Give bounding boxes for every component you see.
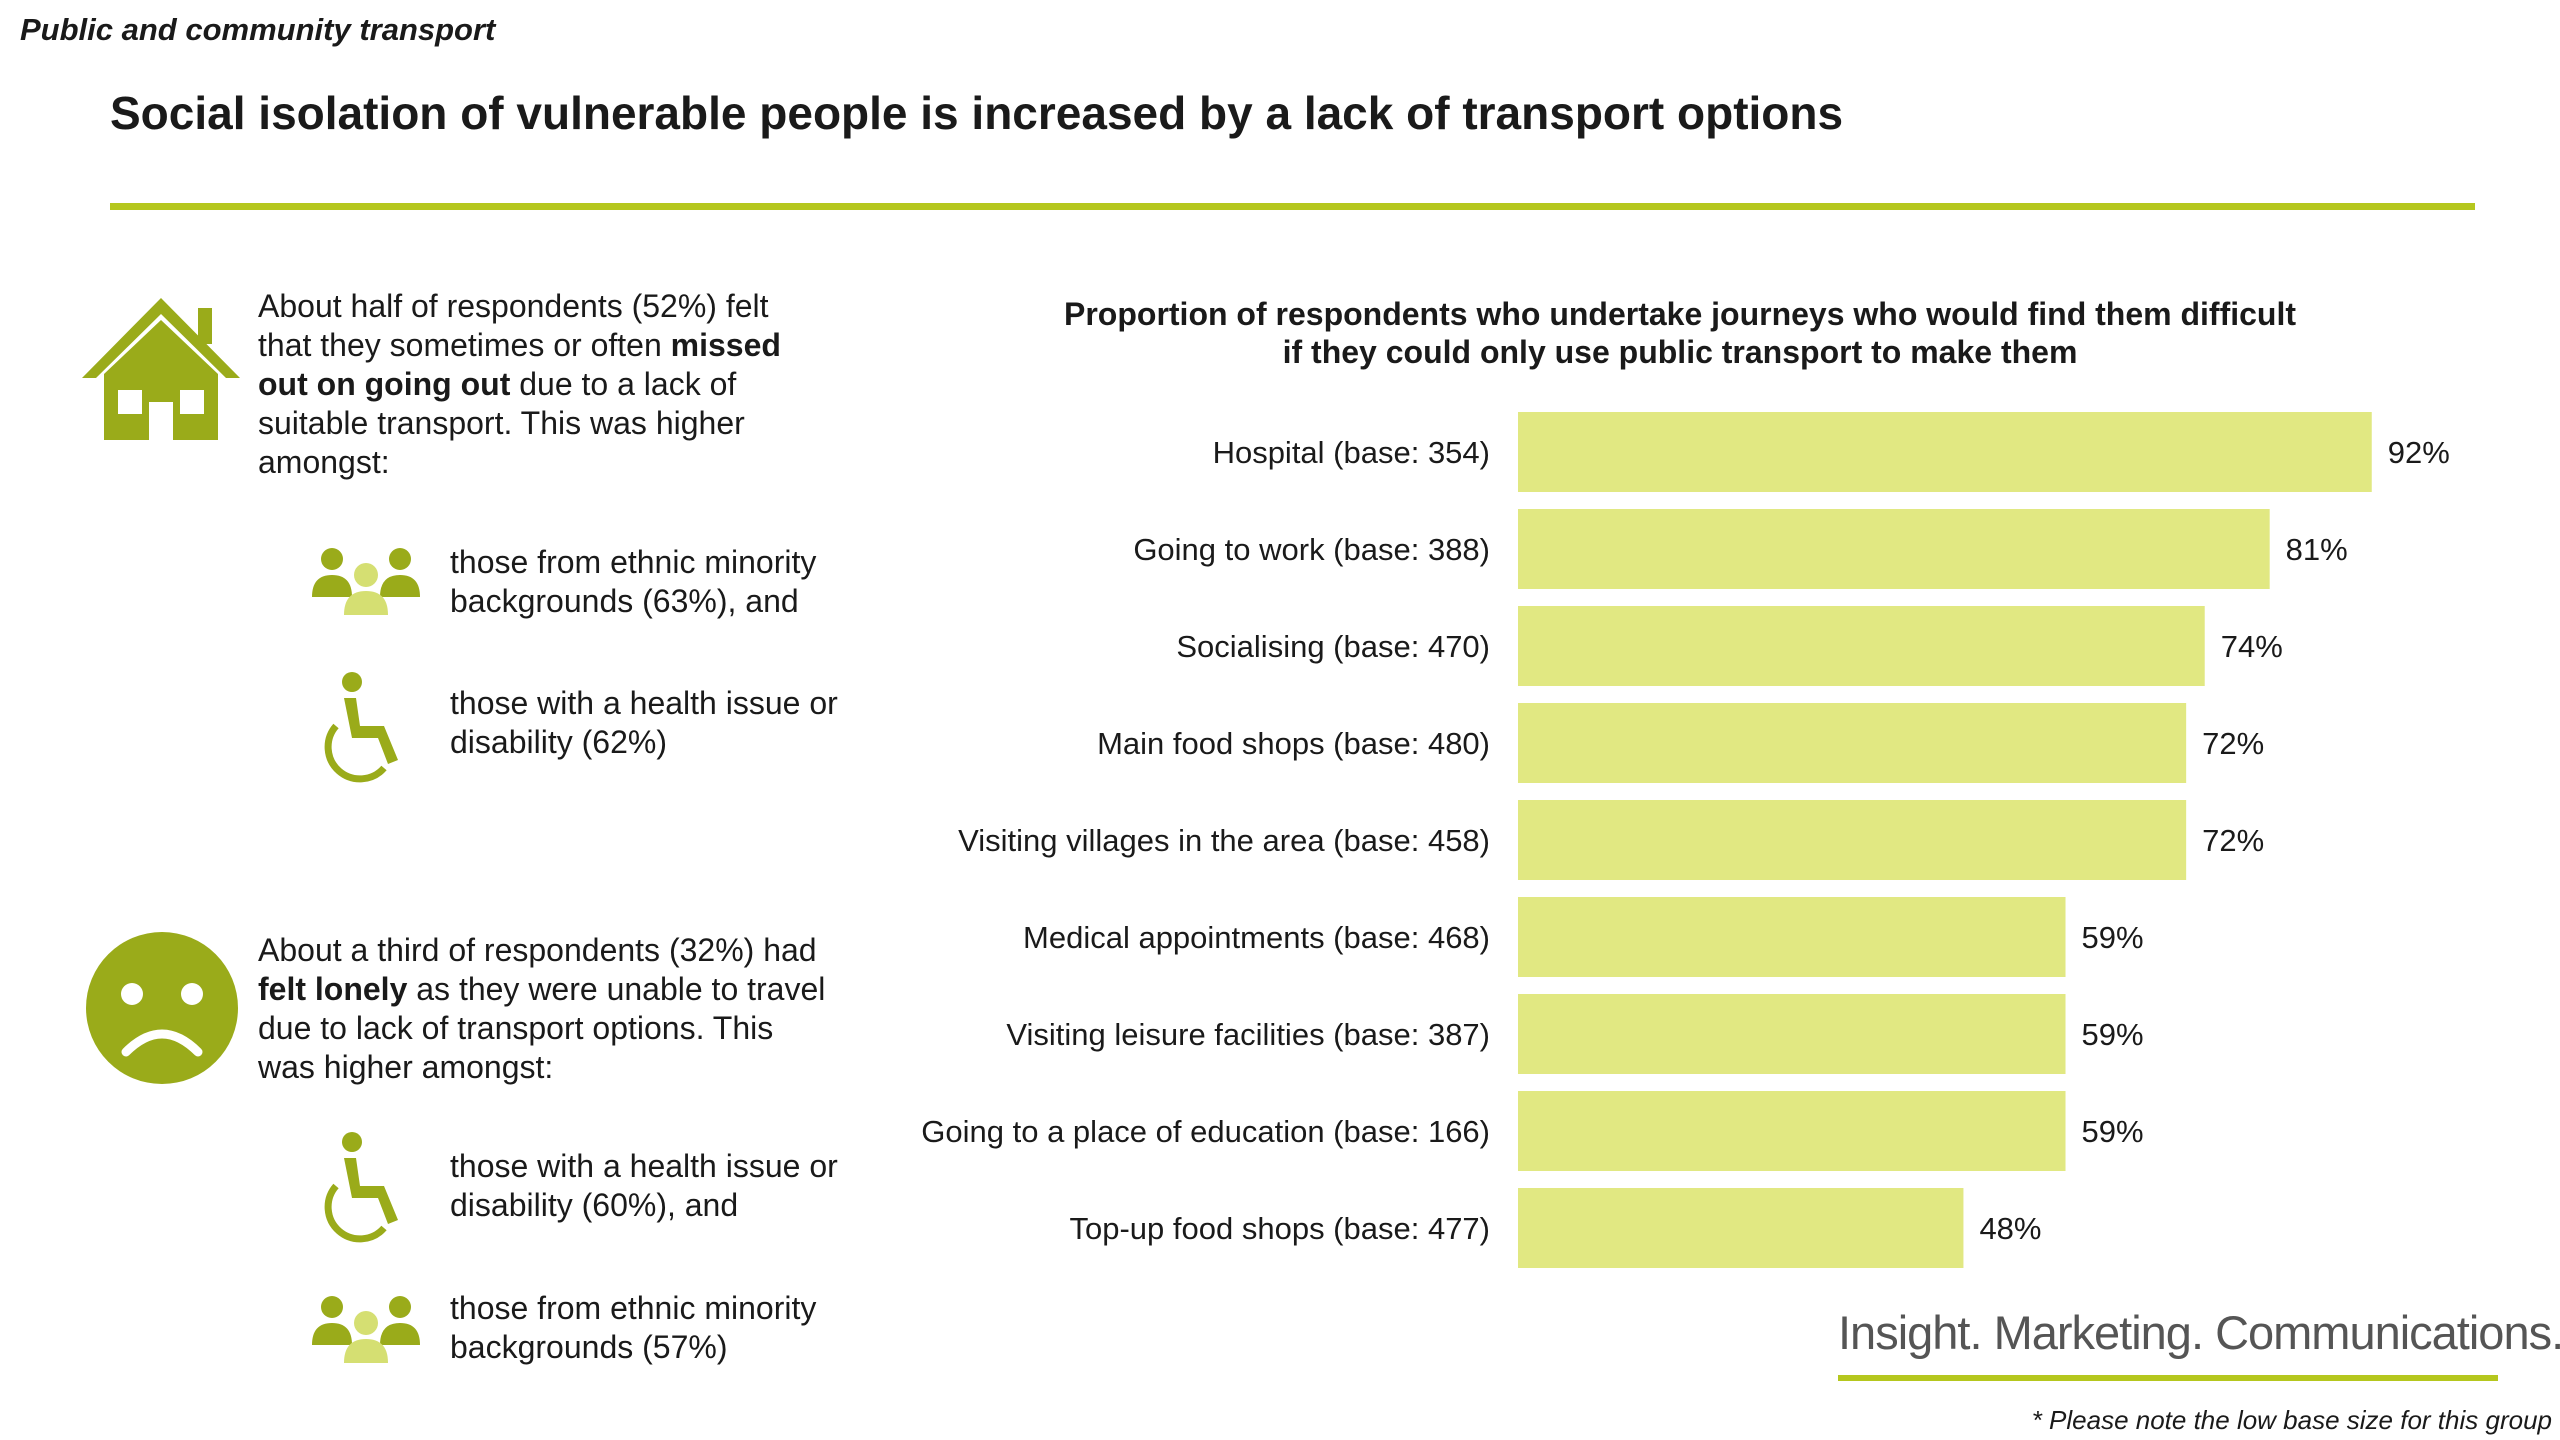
section-tag: Public and community transport: [20, 12, 496, 47]
chart-title-line-1: Proportion of respondents who undertake …: [1064, 296, 2296, 332]
category-label: Socialising (base: 470): [1176, 629, 1490, 664]
bar: [1518, 412, 2372, 492]
footnote: * Please note the low base size for this…: [2031, 1405, 2552, 1435]
category-label: Hospital (base: 354): [1213, 435, 1490, 470]
bar: [1518, 606, 2205, 686]
bar-value-label: 92%: [2388, 435, 2450, 470]
ethnic-minority-text-2: those from ethnic minority backgrounds (…: [450, 1290, 817, 1365]
bar-value-label: 59%: [2082, 1114, 2144, 1149]
bar: [1518, 1188, 1964, 1268]
category-label: Going to a place of education (base: 166…: [921, 1114, 1490, 1149]
category-label: Visiting leisure facilities (base: 387): [1006, 1017, 1490, 1052]
bar-chart: Hospital (base: 354) 92% Going to work (ba…: [921, 412, 2450, 1268]
bar: [1518, 1091, 2066, 1171]
bar-value-label: 59%: [2082, 1017, 2144, 1052]
category-label: Visiting villages in the area (base: 458…: [958, 823, 1490, 858]
company-logo: Insight. Marketing. Communications.: [1838, 1306, 2560, 1359]
bar-value-label: 74%: [2221, 629, 2283, 664]
people-group-icon: [312, 1296, 420, 1363]
bar: [1518, 994, 2066, 1074]
bar-value-label: 81%: [2286, 532, 2348, 567]
health-issue-text-1: those with a health issue or disability …: [450, 685, 838, 760]
category-label: Going to work (base: 388): [1133, 532, 1490, 567]
bar-value-label: 48%: [1979, 1211, 2041, 1246]
sad-face-icon: [86, 932, 238, 1084]
bar-value-label: 72%: [2202, 823, 2264, 858]
title-divider: [110, 203, 2475, 210]
felt-lonely-paragraph: About a third of respondents (32%) had f…: [258, 932, 826, 1085]
chart-title-line-2: if they could only use public transport …: [1282, 334, 2078, 370]
people-group-icon: [312, 548, 420, 615]
missed-out-paragraph: About half of respondents (52%) felt tha…: [258, 288, 781, 480]
wheelchair-icon: [324, 1132, 398, 1243]
health-issue-text-2: those with a health issue or disability …: [450, 1148, 838, 1223]
wheelchair-icon: [324, 672, 398, 783]
house-icon: [82, 298, 240, 440]
chart-title: Proportion of respondents who undertake …: [1000, 295, 2360, 371]
ethnic-minority-text-1: those from ethnic minority backgrounds (…: [450, 544, 817, 619]
category-label: Main food shops (base: 480): [1097, 726, 1490, 761]
logo-underline: [1838, 1375, 2498, 1381]
page-title: Social isolation of vulnerable people is…: [110, 87, 1844, 139]
bar-value-label: 72%: [2202, 726, 2264, 761]
category-label: Top-up food shops (base: 477): [1070, 1211, 1491, 1246]
bar: [1518, 509, 2270, 589]
bar: [1518, 703, 2187, 783]
category-label: Medical appointments (base: 468): [1023, 920, 1490, 955]
bar: [1518, 800, 2187, 880]
bar-value-label: 59%: [2082, 920, 2144, 955]
bar: [1518, 897, 2066, 977]
